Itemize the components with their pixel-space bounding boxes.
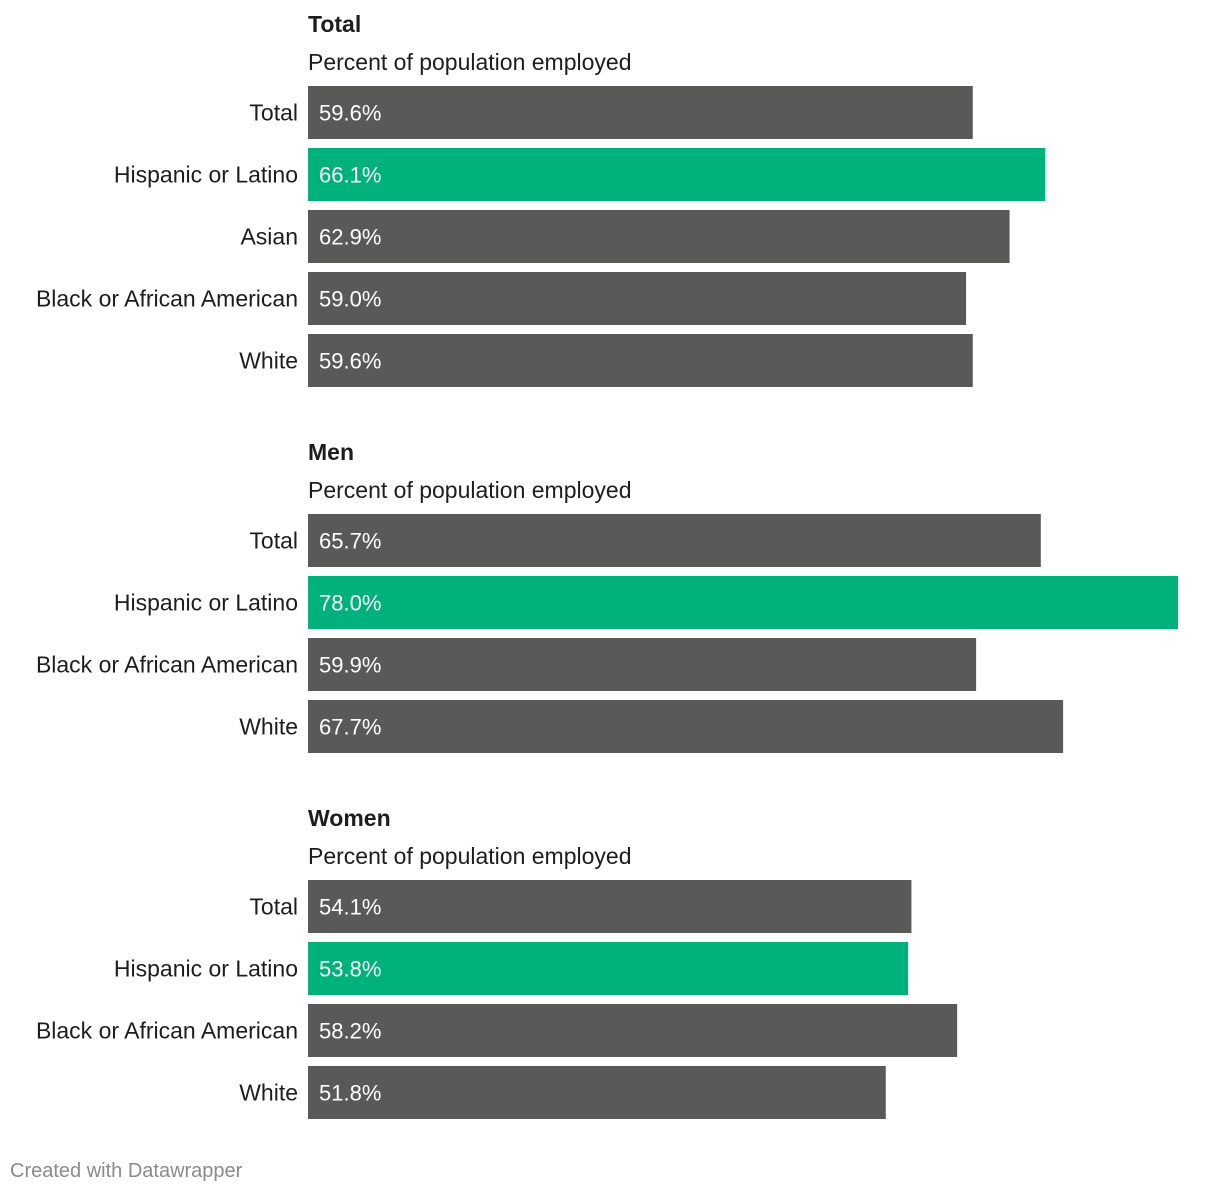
category-label: White [239, 348, 298, 374]
category-label: Black or African American [36, 286, 298, 312]
panel-title: Women [308, 805, 391, 831]
value-label: 59.6% [319, 349, 381, 374]
category-label: Hispanic or Latino [114, 956, 298, 982]
bar [308, 210, 1010, 263]
category-label: White [239, 714, 298, 740]
bar [308, 1004, 958, 1057]
value-label: 66.1% [319, 163, 381, 188]
category-label: Hispanic or Latino [114, 162, 298, 188]
bar [308, 576, 1178, 629]
value-label: 54.1% [319, 895, 381, 920]
bar [308, 700, 1064, 753]
panel-title: Total [308, 11, 361, 37]
bar [308, 638, 977, 691]
value-label: 59.0% [319, 287, 381, 312]
bar [308, 86, 973, 139]
value-label: 67.7% [319, 715, 381, 740]
category-label: Total [249, 894, 298, 920]
panel-women: Women Percent of population employed Total… [36, 805, 958, 1119]
bar [308, 514, 1041, 567]
value-label: 58.2% [319, 1019, 381, 1044]
credit-footer: Created with Datawrapper [10, 1160, 243, 1182]
category-label: White [239, 1080, 298, 1106]
bar [308, 942, 909, 995]
bar [308, 148, 1046, 201]
category-label: Asian [240, 224, 298, 250]
bar [308, 880, 912, 933]
bar-chart: Total Percent of population employed Total… [36, 11, 1178, 1119]
panel-subtitle: Percent of population employed [308, 49, 632, 75]
value-label: 59.9% [319, 653, 381, 678]
panel-title: Men [308, 439, 354, 465]
value-label: 78.0% [319, 591, 381, 616]
category-label: Hispanic or Latino [114, 590, 298, 616]
bar [308, 272, 967, 325]
value-label: 65.7% [319, 529, 381, 554]
value-label: 59.6% [319, 101, 381, 126]
value-label: 51.8% [319, 1081, 381, 1106]
category-label: Black or African American [36, 1018, 298, 1044]
category-label: Total [249, 100, 298, 126]
panel-men: Men Percent of population employed Total 65… [36, 439, 1178, 753]
panel-total: Total Percent of population employed Total… [36, 11, 1046, 387]
panel-subtitle: Percent of population employed [308, 477, 632, 503]
value-label: 62.9% [319, 225, 381, 250]
bar [308, 1066, 886, 1119]
value-label: 53.8% [319, 957, 381, 982]
category-label: Total [249, 528, 298, 554]
bar [308, 334, 973, 387]
category-label: Black or African American [36, 652, 298, 678]
panel-subtitle: Percent of population employed [308, 843, 632, 869]
